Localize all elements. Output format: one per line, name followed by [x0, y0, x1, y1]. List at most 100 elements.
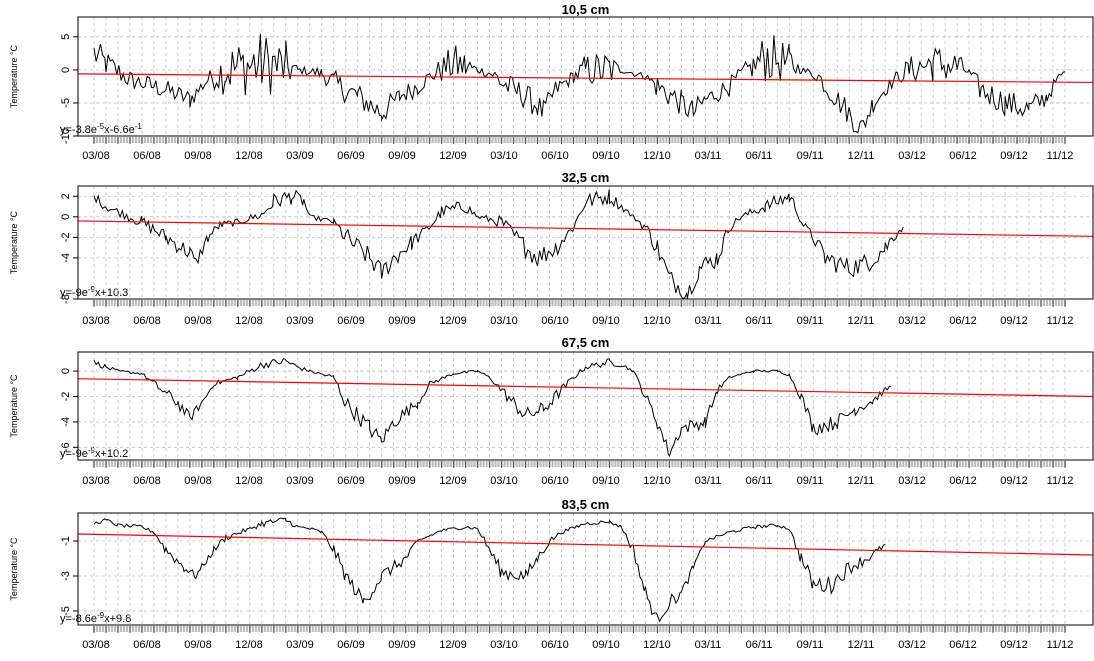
x-tick-label: 06/10 — [541, 315, 569, 327]
x-tick-label: 06/12 — [949, 475, 977, 487]
x-tick-label: 06/08 — [133, 475, 161, 487]
y-tick-label: -3 — [60, 571, 72, 581]
x-tick-label: 06/09 — [337, 150, 365, 162]
x-tick-label: 09/09 — [388, 150, 416, 162]
x-tick-label: 06/08 — [133, 639, 161, 651]
y-axis-label: Temperature °C — [9, 537, 19, 601]
x-tick-label: 03/11 — [695, 475, 722, 487]
plot-frame — [77, 351, 1094, 461]
x-tick-label: 06/09 — [337, 475, 365, 487]
x-tick-label: 03/10 — [490, 150, 518, 162]
x-tick-label: 03/09 — [286, 150, 314, 162]
x-tick-label: 09/10 — [592, 639, 620, 651]
x-tick-label: 03/10 — [490, 475, 518, 487]
x-tick-label: 03/11 — [695, 639, 722, 651]
y-axis-label: Temperature °C — [9, 374, 19, 438]
y-tick-label: -4 — [60, 417, 72, 427]
x-tick-label: 09/10 — [592, 150, 620, 162]
x-tick-label: 12/08 — [235, 639, 263, 651]
x-tick-label: 12/08 — [235, 475, 263, 487]
x-tick-label: 09/09 — [388, 315, 416, 327]
x-tick-label: 06/08 — [133, 150, 161, 162]
x-tick-label: 12/11 — [848, 475, 875, 487]
panel-title: 32,5 cm — [562, 170, 610, 185]
panel-title: 83,5 cm — [562, 497, 610, 512]
x-tick-label: 11/12 — [1047, 315, 1074, 327]
x-tick-label: 03/10 — [490, 315, 518, 327]
x-tick-label: 09/09 — [388, 639, 416, 651]
x-tick-label: 06/10 — [541, 150, 569, 162]
x-tick-label: 03/12 — [898, 315, 926, 327]
x-tick-label: 12/10 — [643, 639, 671, 651]
panel-10-5-cm: 10,5 cm Temperature °C y=-3.8e-5x-6.6e-1… — [9, 2, 1094, 162]
x-tick-label: 03/10 — [490, 639, 518, 651]
y-tick-label: -2 — [60, 392, 72, 402]
x-tick-label: 06/12 — [949, 639, 977, 651]
x-tick-label: 06/11 — [746, 150, 773, 162]
x-tick-label: 06/10 — [541, 639, 569, 651]
trend-line — [77, 378, 1094, 398]
x-tick-label: 03/08 — [82, 150, 110, 162]
x-tick-label: 09/10 — [592, 315, 620, 327]
trend-line — [77, 533, 1094, 556]
plot-frame — [77, 185, 1094, 300]
x-tick-label: 09/11 — [797, 315, 824, 327]
x-tick-label: 06/10 — [541, 475, 569, 487]
panel-67-5-cm: 67,5 cm Temperature °C y=-9e-9x+10.2 -6 -… — [9, 335, 1094, 487]
trend-line — [77, 220, 1094, 237]
y-axis-label: Temperature °C — [9, 44, 19, 108]
trend-equation: y=-9e-9x+10.3 — [60, 285, 128, 299]
x-tick-label: 09/08 — [184, 150, 212, 162]
panel-title: 10,5 cm — [562, 2, 610, 17]
temperature-series-line — [93, 357, 892, 458]
x-tick-label: 03/11 — [695, 150, 722, 162]
x-tick-label: 12/10 — [643, 150, 671, 162]
panel-title: 67,5 cm — [562, 335, 610, 350]
y-axis-label: Temperature °C — [9, 210, 19, 274]
x-tick-label: 03/08 — [82, 639, 110, 651]
temperature-series-line — [93, 517, 886, 623]
x-tick-label: 03/08 — [82, 315, 110, 327]
x-tick-label: 09/09 — [388, 475, 416, 487]
x-tick-label: 06/08 — [133, 315, 161, 327]
x-tick-label: 03/12 — [898, 150, 926, 162]
x-tick-label: 12/11 — [848, 315, 875, 327]
x-tick-label: 03/09 — [286, 315, 314, 327]
x-tick-label: 12/09 — [439, 150, 467, 162]
x-tick-label: 09/12 — [1000, 475, 1028, 487]
y-tick-label: 2 — [60, 193, 72, 199]
plot-frame — [77, 512, 1094, 626]
x-tick-label: 03/09 — [286, 475, 314, 487]
y-tick-label: -4 — [60, 253, 72, 263]
x-tick-label: 06/11 — [746, 475, 773, 487]
x-tick-label: 12/08 — [235, 315, 263, 327]
x-tick-label: 06/11 — [746, 639, 773, 651]
x-tick-label: 09/12 — [1000, 639, 1028, 651]
x-tick-label: 03/08 — [82, 475, 110, 487]
x-tick-label: 12/09 — [439, 475, 467, 487]
y-tick-label: -5 — [60, 606, 72, 616]
x-tick-label: 09/12 — [1000, 315, 1028, 327]
x-tick-label: 09/10 — [592, 475, 620, 487]
x-tick-label: 09/08 — [184, 639, 212, 651]
x-tick-label: 06/12 — [949, 150, 977, 162]
x-tick-label: 12/08 — [235, 150, 263, 162]
y-tick-label: -10 — [60, 128, 72, 144]
y-tick-label: 0 — [60, 67, 72, 73]
x-tick-label: 06/09 — [337, 315, 365, 327]
y-tick-label: -2 — [60, 232, 72, 242]
x-tick-label: 03/12 — [898, 639, 926, 651]
x-tick-label: 09/08 — [184, 475, 212, 487]
x-tick-label: 12/09 — [439, 639, 467, 651]
x-tick-label: 06/11 — [746, 315, 773, 327]
x-tick-label: 09/11 — [797, 475, 824, 487]
x-tick-label: 06/09 — [337, 639, 365, 651]
x-tick-label: 12/10 — [643, 315, 671, 327]
x-tick-label: 09/08 — [184, 315, 212, 327]
trend-equation: y=-8.6e-9x+9.8 — [60, 611, 131, 625]
y-tick-label: 5 — [60, 34, 72, 40]
y-tick-label: 0 — [60, 214, 72, 220]
y-tick-label: -6 — [60, 442, 72, 452]
x-tick-label: 11/12 — [1047, 475, 1074, 487]
x-tick-label: 11/12 — [1047, 639, 1074, 651]
